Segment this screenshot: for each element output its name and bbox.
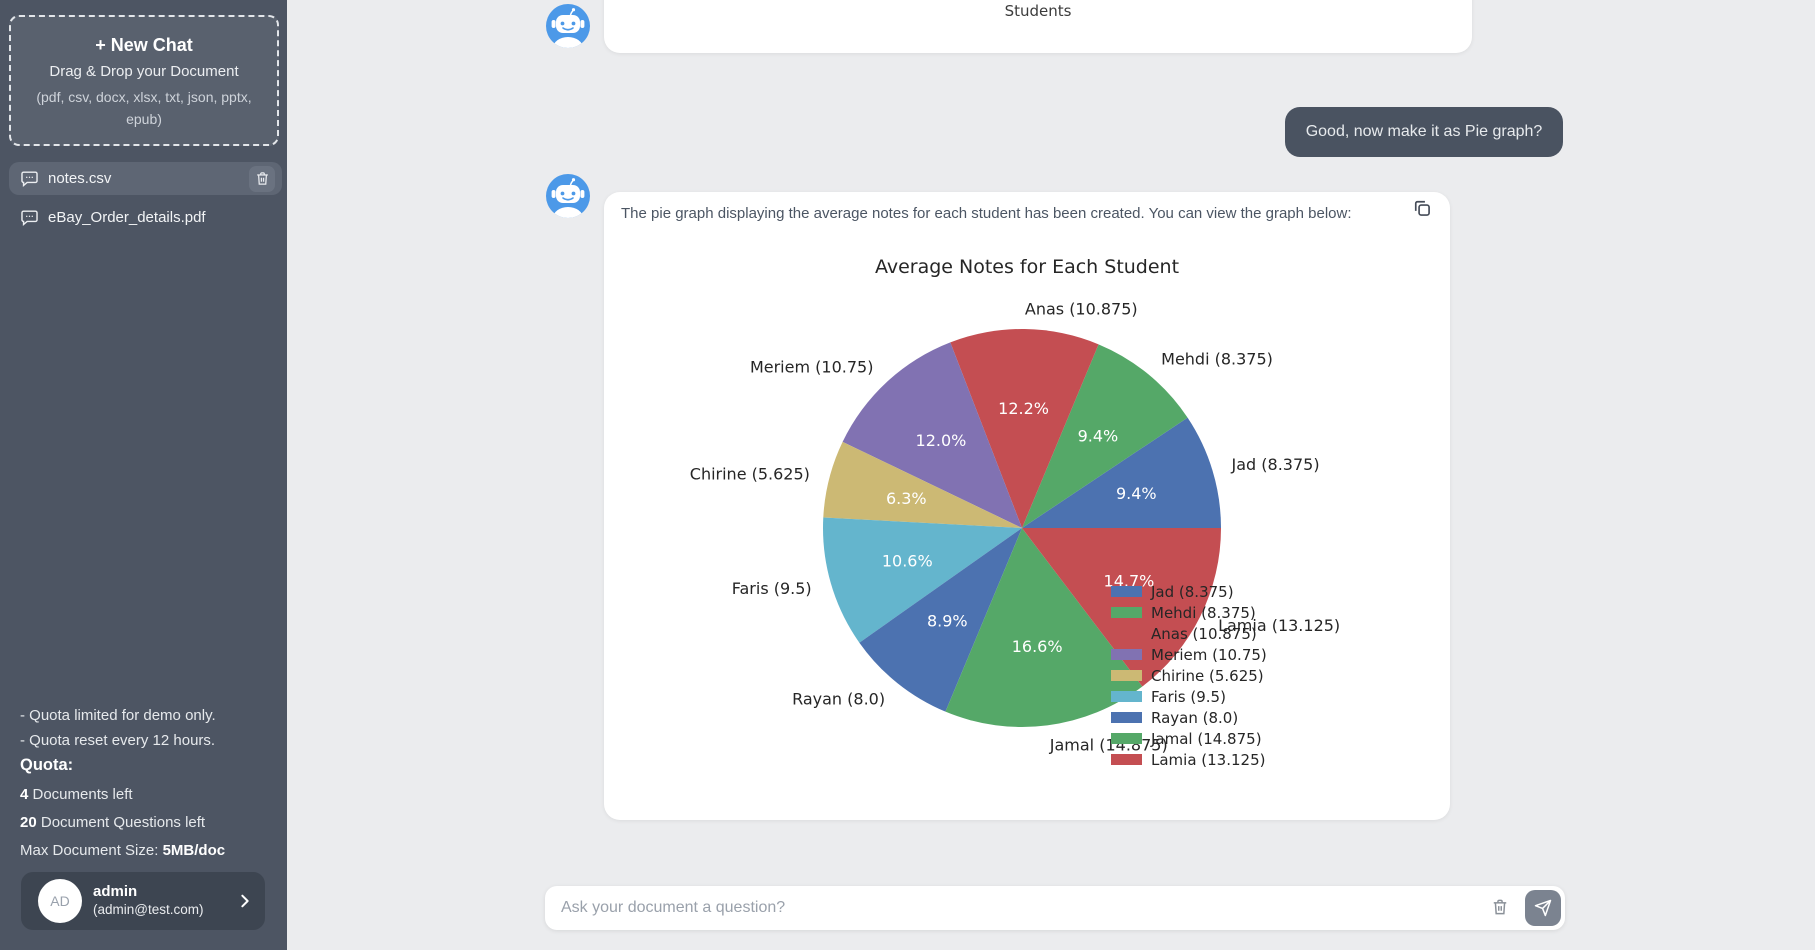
user-meta: admin (admin@test.com)	[93, 883, 203, 919]
pie-slice-meriem	[842, 342, 1022, 528]
legend-swatch	[1111, 754, 1142, 765]
legend-item: Lamia (13.125)	[1111, 749, 1267, 770]
dropzone-formats: (pdf, csv, docx, xlsx, txt, json, pptx, …	[36, 89, 252, 128]
pie-slice-label: Meriem (10.75)	[750, 358, 873, 377]
pie-slice-label: Faris (9.5)	[732, 579, 812, 598]
send-icon	[1534, 899, 1552, 917]
previous-chart-axis-label: Students	[1004, 2, 1072, 20]
legend-swatch	[1111, 628, 1142, 639]
user-profile-card[interactable]: AD admin (admin@test.com)	[21, 872, 265, 930]
pie-slice-label: Mehdi (8.375)	[1161, 350, 1273, 369]
legend-swatch	[1111, 712, 1142, 723]
chat-bubble-icon	[21, 171, 38, 188]
user-email: (admin@test.com)	[93, 901, 204, 917]
legend-label: Rayan (8.0)	[1151, 708, 1239, 727]
legend-swatch	[1111, 607, 1142, 618]
legend-label: Jamal (14.875)	[1151, 729, 1262, 748]
legend-label: Faris (9.5)	[1151, 687, 1226, 706]
new-chat-dropzone[interactable]: + New Chat Drag & Drop your Document (pd…	[9, 15, 279, 146]
legend-item: Jad (8.375)	[1111, 581, 1267, 602]
quota-max-size: Max Document Size: 5MB/doc	[20, 842, 226, 859]
bot-message-text: The pie graph displaying the average not…	[621, 205, 1352, 222]
legend-label: Lamia (13.125)	[1151, 750, 1266, 769]
pie-slice-faris	[823, 517, 1022, 643]
trash-icon	[256, 172, 268, 185]
document-name: notes.csv	[48, 170, 112, 187]
previous-bot-message-card: Students	[604, 0, 1472, 53]
legend-item: Faris (9.5)	[1111, 686, 1267, 707]
pie-slice-label: Lamia (13.125)	[1218, 616, 1340, 635]
bot-message-card: The pie graph displaying the average not…	[604, 192, 1450, 820]
pie-slice-jad	[1022, 417, 1221, 528]
pie-slice-mehdi	[1022, 344, 1188, 528]
pie-percent-label: 12.2%	[998, 399, 1049, 418]
chevron-right-icon	[241, 894, 249, 908]
legend-label: Mehdi (8.375)	[1151, 603, 1256, 622]
pie-slice-anas	[950, 329, 1099, 528]
pie-percent-label: 9.4%	[1078, 426, 1119, 445]
avatar: AD	[38, 879, 82, 923]
legend-label: Anas (10.875)	[1151, 624, 1257, 643]
dropzone-subtitle: Drag & Drop your Document	[49, 63, 239, 80]
legend-item: Meriem (10.75)	[1111, 644, 1267, 665]
pie-slice-label: Jad (8.375)	[1231, 455, 1320, 474]
chart-title: Average Notes for Each Student	[874, 256, 1180, 278]
pie-slice-label: Rayan (8.0)	[792, 689, 885, 708]
pie-percent-label: 8.9%	[927, 612, 968, 631]
document-item-ebay-pdf[interactable]: eBay_Order_details.pdf	[9, 201, 282, 234]
pie-percent-label: 14.7%	[1104, 572, 1155, 591]
new-chat-button[interactable]: + New Chat	[95, 35, 193, 55]
legend-swatch	[1111, 691, 1142, 702]
pie-slice-label: Anas (10.875)	[1025, 300, 1138, 319]
quota-note-2: - Quota reset every 12 hours.	[20, 732, 216, 749]
sidebar: + New Chat Drag & Drop your Document (pd…	[0, 0, 287, 950]
legend-item: Anas (10.875)	[1111, 623, 1267, 644]
pie-slice-rayan	[859, 528, 1022, 712]
pie-slice-jamal	[945, 528, 1143, 727]
pie-slice-label: Chirine (5.625)	[690, 464, 810, 483]
bot-avatar	[546, 4, 590, 48]
user-message-text: Good, now make it as Pie graph?	[1305, 123, 1543, 140]
composer-bar	[545, 886, 1565, 930]
chat-bubble-icon	[21, 210, 38, 227]
legend-item: Rayan (8.0)	[1111, 707, 1267, 728]
legend-label: Meriem (10.75)	[1151, 645, 1267, 664]
copy-icon	[1414, 200, 1430, 216]
quota-section: - Quota limited for demo only. - Quota r…	[20, 703, 271, 859]
pie-percent-label: 6.3%	[886, 489, 927, 508]
quota-note-1: - Quota limited for demo only.	[20, 707, 216, 724]
pie-percent-label: 10.6%	[882, 552, 933, 571]
quota-title: Quota:	[20, 756, 74, 774]
send-button[interactable]	[1525, 890, 1561, 926]
document-name: eBay_Order_details.pdf	[48, 209, 206, 226]
quota-questions-left: 20 Document Questions left	[20, 814, 206, 831]
quota-documents-left: 4 Documents left	[20, 786, 133, 803]
pie-slice-chirine	[823, 441, 1022, 528]
legend-swatch	[1111, 670, 1142, 681]
user-name: admin	[93, 883, 138, 901]
question-input[interactable]	[545, 899, 1489, 917]
pie-percent-label: 16.6%	[1012, 637, 1063, 656]
document-item-notes-csv[interactable]: notes.csv	[9, 162, 282, 195]
legend-swatch	[1111, 586, 1142, 597]
clear-chat-button[interactable]	[1489, 897, 1511, 919]
pie-percent-label: 9.4%	[1116, 484, 1157, 503]
pie-chart: 9.4% Jad (8.375) 9.4% Mehdi (8.375) 12.2% Ana…	[690, 300, 1340, 755]
legend-item: Mehdi (8.375)	[1111, 602, 1267, 623]
legend-item: Jamal (14.875)	[1111, 728, 1267, 749]
legend-item: Chirine (5.625)	[1111, 665, 1267, 686]
pie-percent-label: 12.0%	[916, 431, 967, 450]
legend-label: Chirine (5.625)	[1151, 666, 1264, 685]
delete-document-button[interactable]	[249, 165, 275, 192]
legend-swatch	[1111, 733, 1142, 744]
copy-message-button[interactable]	[1410, 197, 1434, 221]
legend-swatch	[1111, 649, 1142, 660]
user-message-bubble: Good, now make it as Pie graph?	[1285, 107, 1563, 157]
bot-avatar	[546, 174, 590, 218]
chart-legend: Jad (8.375) Mehdi (8.375) Anas (10.875) Mer…	[1111, 581, 1267, 770]
trash-icon	[1493, 899, 1507, 915]
legend-label: Jad (8.375)	[1151, 582, 1234, 601]
